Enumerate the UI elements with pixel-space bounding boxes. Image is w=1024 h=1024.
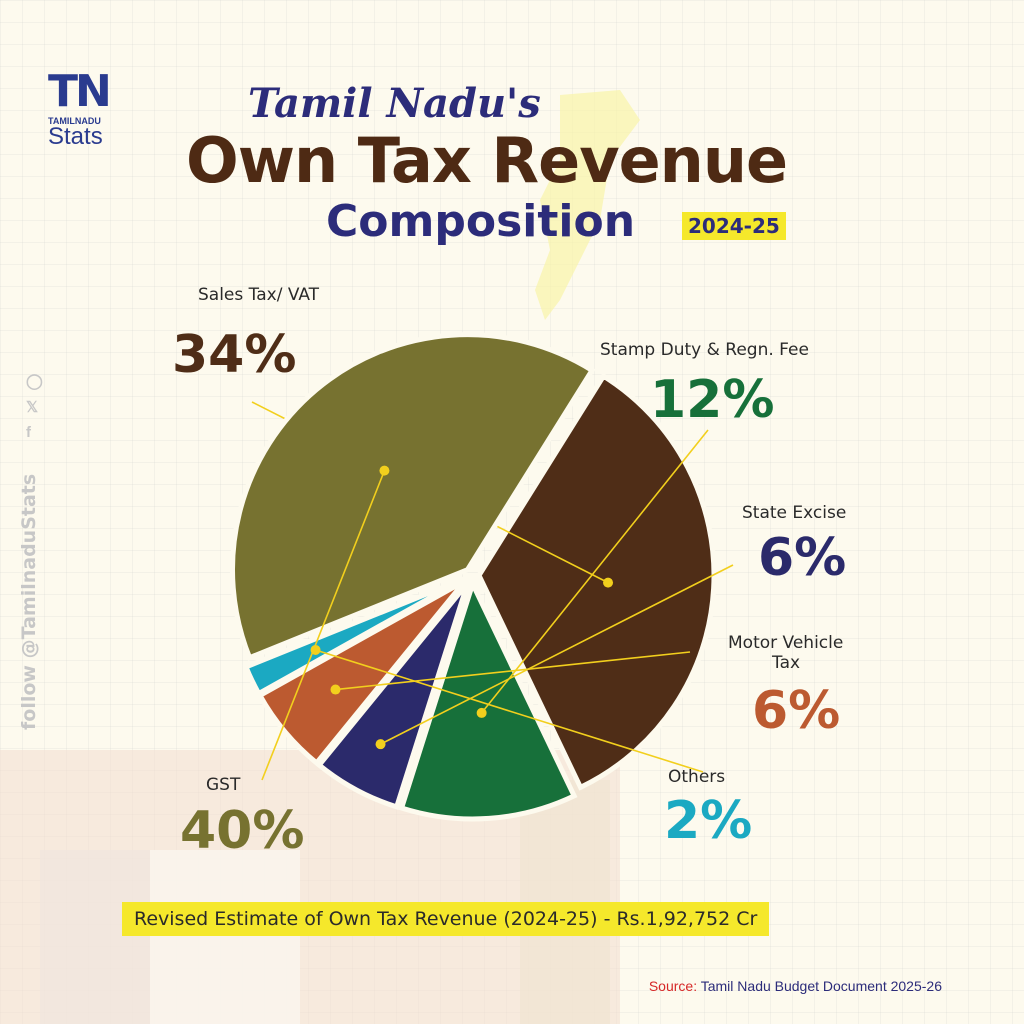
slice-percent-4: 2% bbox=[664, 791, 752, 851]
instagram-icon[interactable]: ◯ bbox=[26, 373, 43, 390]
source-line: Source: Tamil Nadu Budget Document 2025-… bbox=[649, 978, 942, 994]
pie-slice-5 bbox=[230, 332, 596, 661]
title-line-3: Composition bbox=[326, 196, 636, 247]
revised-estimate-banner: Revised Estimate of Own Tax Revenue (202… bbox=[122, 902, 770, 936]
slice-dot-5 bbox=[379, 465, 390, 476]
slice-dot-1 bbox=[476, 707, 487, 718]
logo-mark: TN bbox=[48, 66, 112, 117]
pie-slice-4 bbox=[242, 576, 466, 697]
source-label: Source: bbox=[648, 978, 698, 994]
leader-line-5 bbox=[261, 470, 386, 781]
tamil-nadu-map-shape bbox=[535, 90, 640, 320]
year-badge: 2024-25 bbox=[682, 212, 786, 240]
slice-label-0: Sales Tax/ VAT bbox=[198, 285, 320, 305]
facebook-icon[interactable]: f bbox=[26, 424, 31, 441]
slice-percent-5: 40% bbox=[180, 801, 304, 861]
slice-label-4: Others bbox=[668, 767, 725, 787]
pie-slice-1 bbox=[398, 577, 578, 822]
x-icon[interactable]: 𝕏 bbox=[26, 399, 39, 416]
leader-line-3 bbox=[335, 651, 691, 691]
logo-stats-text: Stats bbox=[48, 123, 103, 150]
leader-line-1 bbox=[481, 429, 709, 714]
slice-label-2: State Excise bbox=[742, 503, 846, 523]
slice-percent-0: 34% bbox=[172, 325, 296, 385]
slice-percent-1: 12% bbox=[650, 370, 774, 430]
slice-percent-3: 6% bbox=[752, 681, 840, 741]
social-icons: ◯ 𝕏 f bbox=[26, 372, 43, 441]
tamilnadu-stats-logo: TN TAMILNADU Stats bbox=[48, 66, 128, 150]
leader-line-2 bbox=[380, 564, 734, 745]
slice-dot-3 bbox=[330, 684, 341, 695]
leader-line-4 bbox=[315, 649, 704, 773]
slice-label-5: GST bbox=[206, 775, 241, 795]
logo-small-text: TAMILNADU bbox=[48, 116, 101, 126]
source-text: Tamil Nadu Budget Document 2025-26 bbox=[700, 978, 942, 994]
title-line-1: Tamil Nadu's bbox=[248, 80, 541, 127]
slice-label-1: Stamp Duty & Regn. Fee bbox=[600, 340, 809, 360]
slice-dot-0 bbox=[603, 577, 614, 588]
slice-label-3: Motor Vehicle Tax bbox=[728, 633, 843, 673]
slice-dot-2 bbox=[375, 739, 386, 750]
pie-slice-2 bbox=[315, 581, 471, 811]
slice-percent-2: 6% bbox=[758, 528, 846, 588]
title-line-2: Own Tax Revenue bbox=[186, 124, 788, 197]
